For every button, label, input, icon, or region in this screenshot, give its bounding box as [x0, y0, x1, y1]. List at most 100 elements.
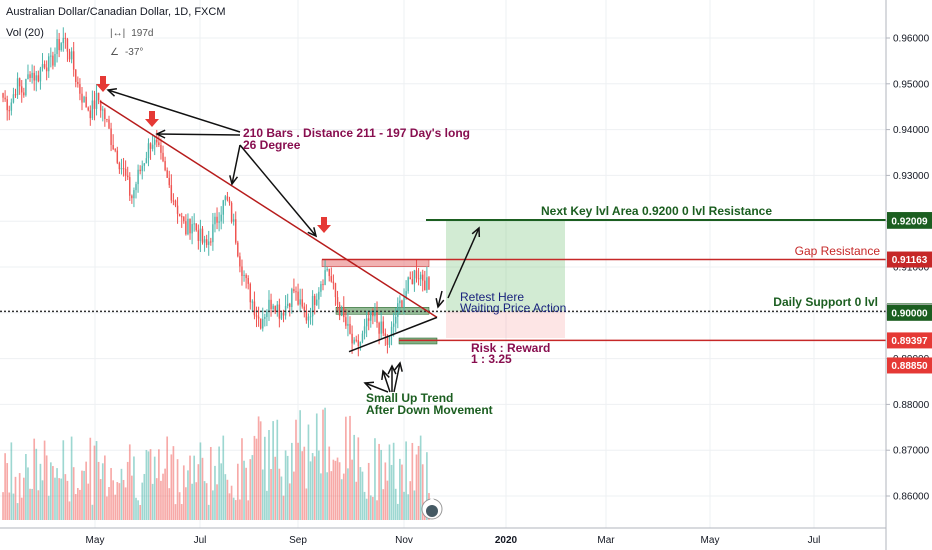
volume-bar	[342, 473, 345, 520]
candle-body	[220, 214, 222, 222]
volume-bars	[2, 407, 430, 520]
volume-bar	[43, 440, 46, 520]
risk-zone	[446, 311, 565, 338]
volume-bar	[374, 438, 376, 520]
volume-bar	[178, 492, 181, 520]
volume-bar	[363, 491, 366, 520]
volume-bar	[18, 473, 21, 520]
volume-bar	[236, 463, 239, 520]
candle-body	[417, 278, 420, 280]
candle-body	[72, 51, 75, 70]
down-marker-icon	[317, 225, 331, 233]
candle-body	[62, 37, 65, 44]
volume-bar	[180, 504, 183, 520]
volume-bar	[189, 455, 191, 520]
volume-bar	[91, 504, 94, 520]
volume-bar	[361, 471, 364, 520]
candle-body	[102, 109, 104, 111]
candle-body	[79, 84, 81, 94]
candle-body	[160, 145, 162, 153]
candle-body	[293, 289, 295, 292]
bars-icon: |↔|	[110, 28, 126, 39]
volume-bar	[77, 488, 79, 520]
candle-body	[172, 200, 175, 202]
candle-body	[124, 168, 127, 176]
candle-body	[235, 219, 237, 243]
candle-body	[291, 289, 293, 308]
volume-bar	[185, 487, 187, 520]
candle-body	[262, 318, 264, 329]
candle-body	[353, 339, 355, 344]
candle-body	[191, 224, 193, 234]
candle-body	[324, 270, 326, 285]
volume-bar	[218, 446, 220, 520]
price-tag-label: 0.92009	[891, 216, 928, 227]
volume-bar	[106, 496, 108, 520]
x-tick-label: Mar	[597, 535, 615, 546]
volume-bar	[203, 481, 206, 520]
volume-bar	[230, 485, 233, 520]
candle-body	[114, 149, 116, 151]
candle-body	[245, 274, 247, 279]
volume-bar	[309, 461, 312, 520]
candle-body	[75, 69, 77, 82]
candle-body	[332, 281, 335, 284]
candle-body	[419, 274, 422, 280]
volume-bar	[193, 455, 196, 520]
volume-bar	[139, 504, 141, 520]
volume-bar	[58, 478, 60, 520]
candle-body	[359, 341, 362, 346]
candle-body	[316, 299, 318, 305]
candle-body	[189, 218, 191, 234]
candle-body	[91, 100, 94, 119]
volume-bar	[31, 488, 33, 520]
volume-bar	[187, 470, 189, 520]
candle-body	[25, 79, 27, 96]
candle-body	[120, 168, 123, 170]
annotation-arrow-2	[156, 133, 241, 136]
retest-label: Retest Here	[460, 290, 524, 304]
candle-body	[399, 300, 401, 304]
volume-bar	[124, 487, 127, 520]
candle-body	[170, 185, 173, 201]
candle-body	[27, 74, 29, 80]
candle-body	[201, 228, 204, 243]
candle-body	[141, 165, 143, 172]
volume-bar	[158, 449, 160, 520]
volume-bar	[357, 437, 360, 520]
volume-bar	[249, 459, 252, 520]
candle-body	[48, 56, 50, 72]
candle-body	[104, 109, 106, 120]
y-tick-label: 0.93000	[893, 171, 930, 182]
volume-bar	[378, 443, 380, 520]
measure-bars: 197d	[131, 28, 154, 39]
small-up-arrow-2-head	[381, 369, 390, 381]
candle-body	[415, 270, 418, 279]
y-tick-label: 0.87000	[893, 446, 930, 457]
candle-body	[424, 280, 426, 291]
candle-body	[253, 301, 256, 316]
volume-bar	[359, 467, 362, 520]
candle-body	[237, 242, 239, 257]
volume-bar	[280, 476, 283, 520]
candle-body	[241, 266, 243, 276]
y-tick-label: 0.86000	[893, 492, 930, 503]
volume-bar	[114, 494, 117, 520]
ratio-label: 1 : 3.25	[471, 352, 512, 366]
candle-body	[272, 305, 274, 309]
candle-body	[212, 224, 214, 243]
down-marker-icon	[96, 84, 110, 92]
candle-body	[307, 316, 310, 321]
candle-body	[70, 51, 73, 60]
candle-body	[345, 317, 347, 326]
price-tag	[887, 332, 932, 349]
volume-bar	[251, 455, 254, 520]
volume-bar	[247, 500, 250, 520]
volume-bar	[145, 449, 148, 520]
candle-body	[153, 139, 156, 145]
price-tag-label: 0.91163	[892, 255, 928, 266]
candle-body	[81, 93, 83, 103]
candle-body	[255, 315, 258, 317]
candle-body	[289, 303, 291, 308]
